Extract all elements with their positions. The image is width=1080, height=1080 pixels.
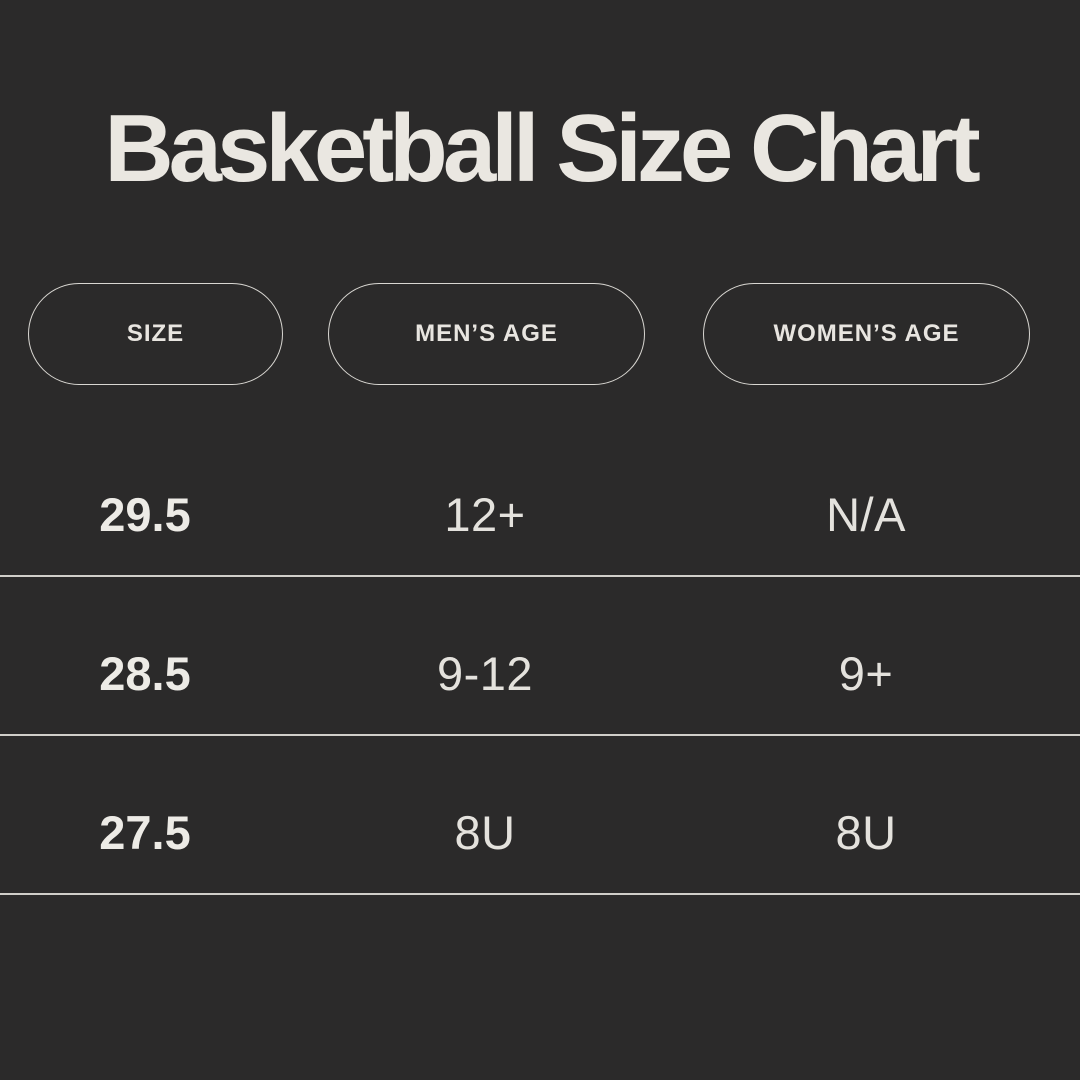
column-header-womens-age: WOMEN’S AGE xyxy=(703,283,1030,385)
column-header-size: SIZE xyxy=(28,283,283,385)
column-header-womens-age-label: WOMEN’S AGE xyxy=(773,320,960,347)
table-row: 29.5 12+ N/A xyxy=(0,418,1080,577)
cell-mens-age: 12+ xyxy=(444,487,526,541)
cell-womens-age: 8U xyxy=(835,805,897,859)
column-header-mens-age: MEN’S AGE xyxy=(328,283,645,385)
column-header-mens-age-label: MEN’S AGE xyxy=(415,320,558,347)
cell-size: 27.5 xyxy=(99,805,191,859)
cell-size: 29.5 xyxy=(99,487,191,541)
size-table: 29.5 12+ N/A 28.5 9-12 9+ 27.5 8U 8U xyxy=(0,418,1080,895)
cell-mens-age: 9-12 xyxy=(436,646,534,700)
column-header-size-label: SIZE xyxy=(126,320,185,347)
table-row: 27.5 8U 8U xyxy=(0,736,1080,895)
cell-size: 28.5 xyxy=(99,646,191,700)
page-title: Basketball Size Chart xyxy=(104,95,980,202)
table-row: 28.5 9-12 9+ xyxy=(0,577,1080,736)
cell-mens-age: 8U xyxy=(454,805,516,859)
cell-womens-age: N/A xyxy=(826,487,906,541)
cell-womens-age: 9+ xyxy=(838,646,894,700)
